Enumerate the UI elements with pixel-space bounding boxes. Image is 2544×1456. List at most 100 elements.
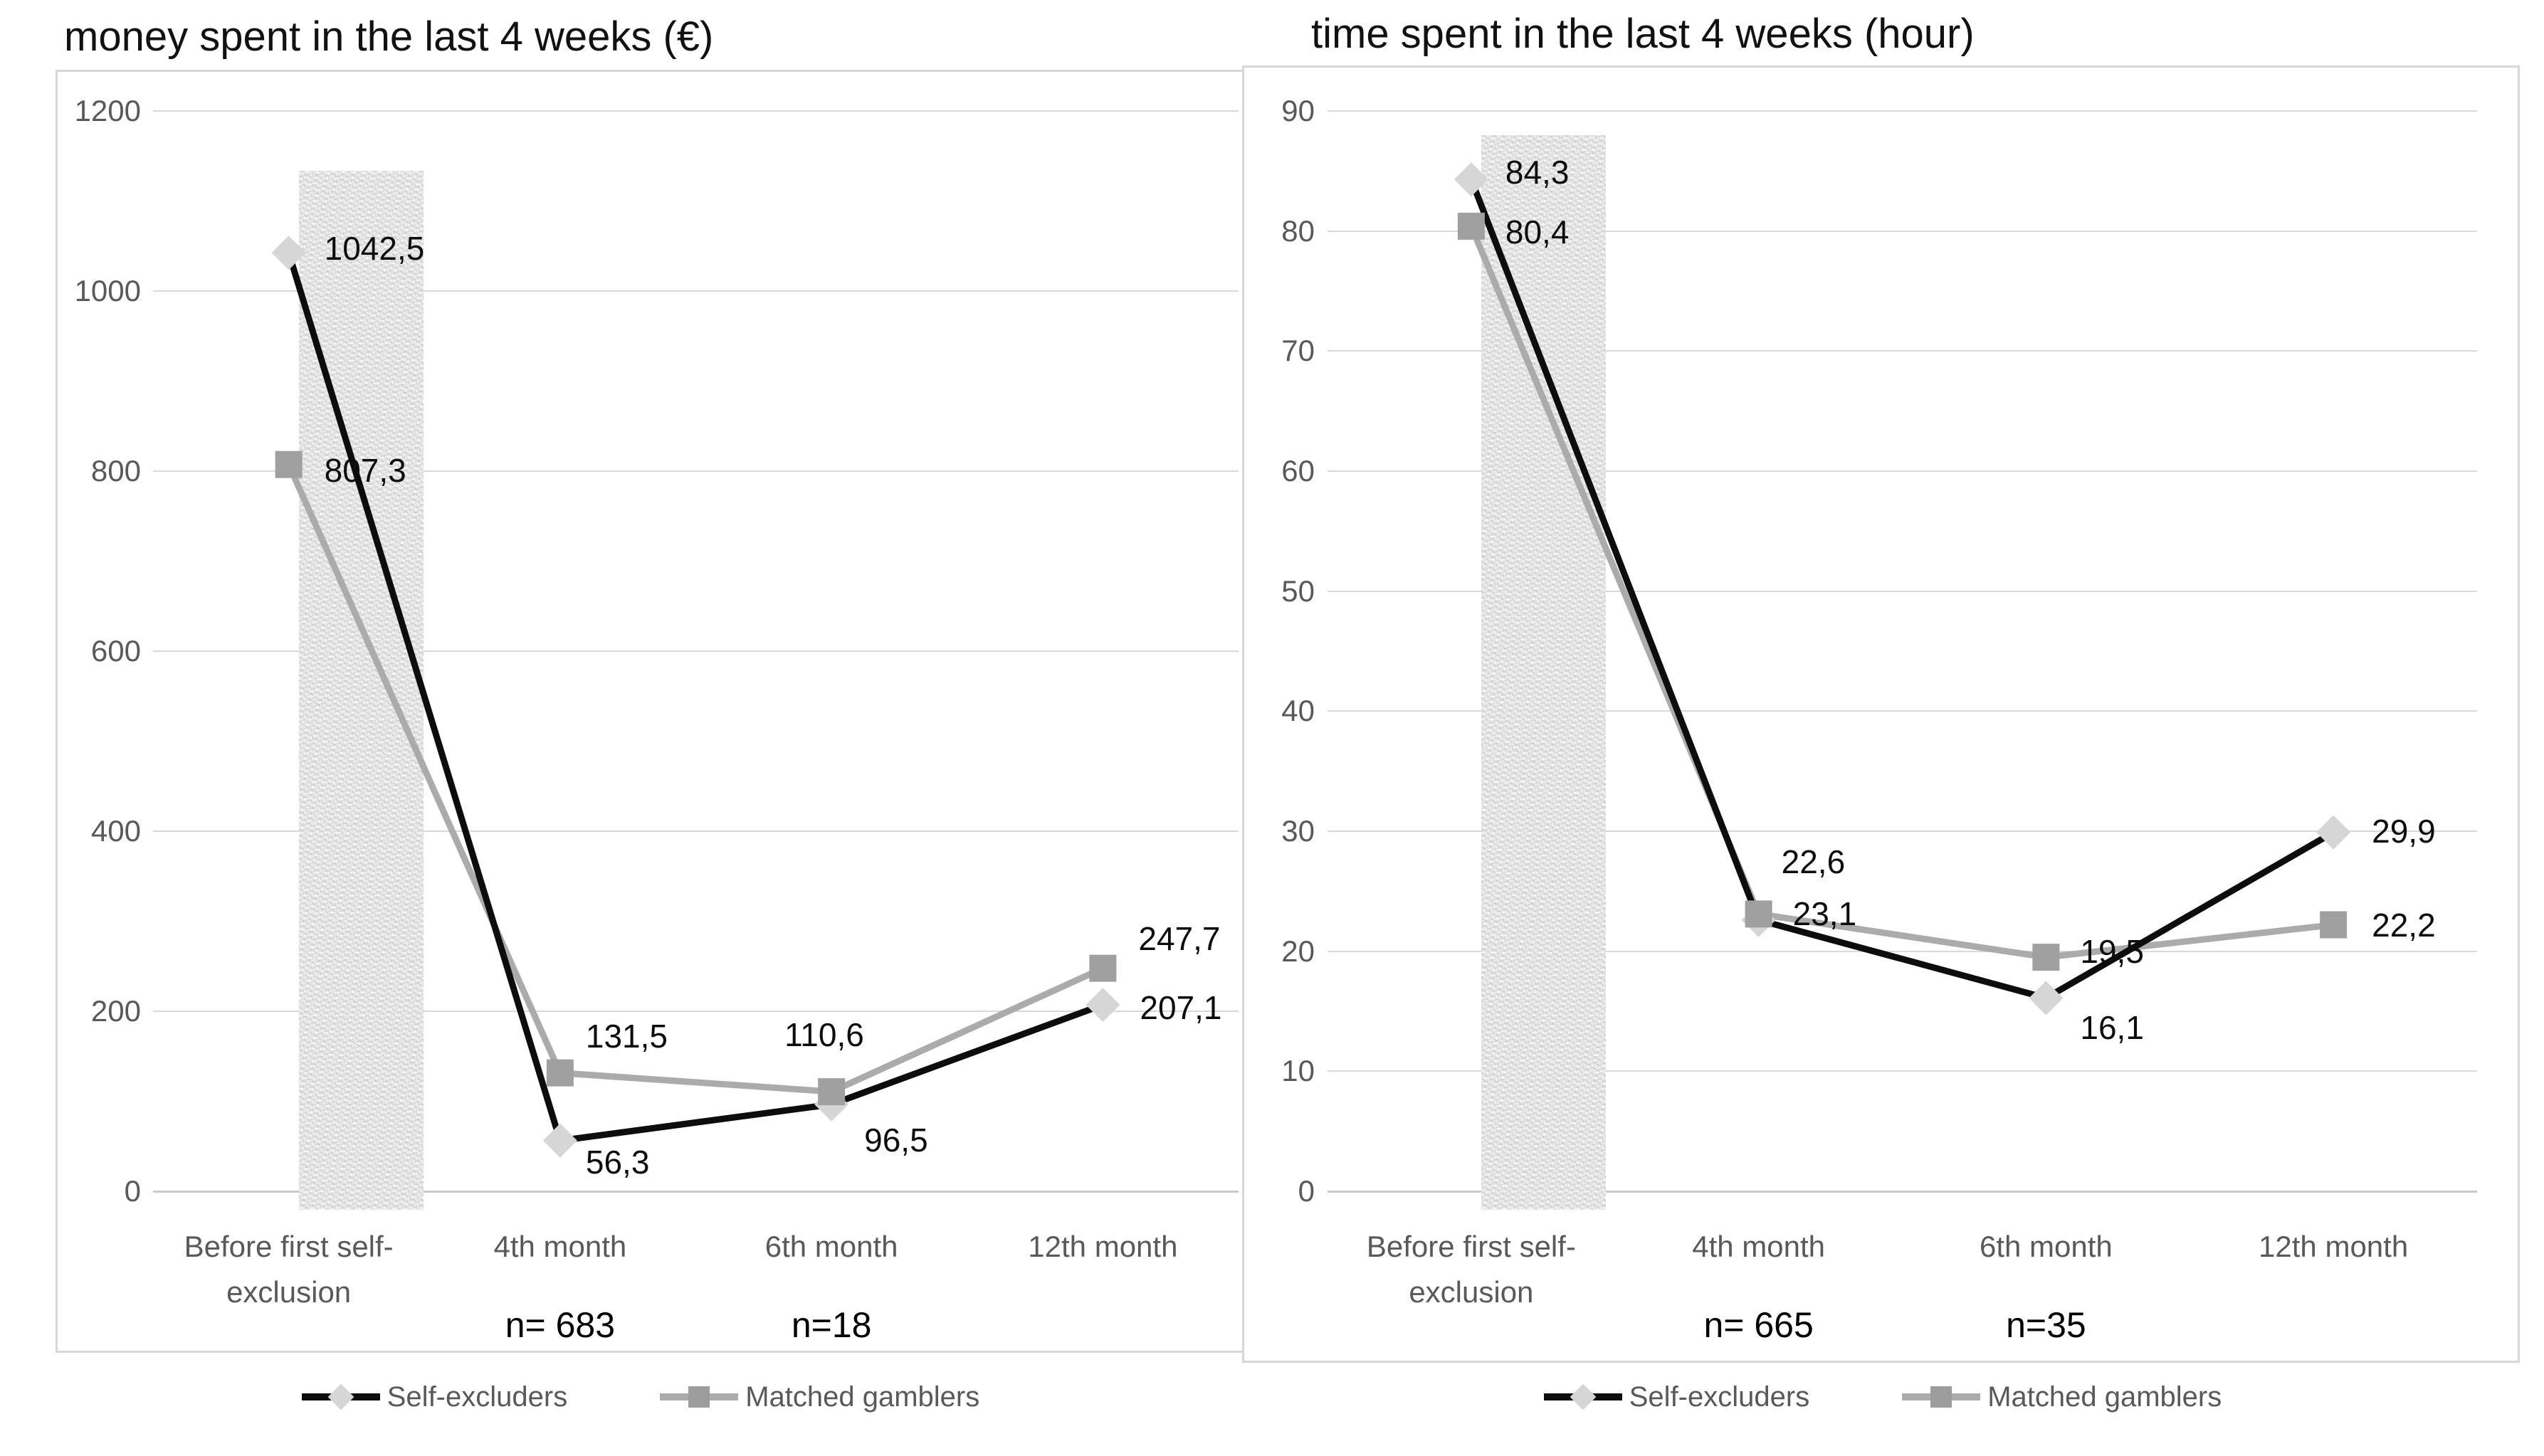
sample-size-annotation: n=18 [791, 1305, 872, 1345]
data-point-label: 131,5 [585, 1017, 668, 1055]
y-axis-tick-label: 1200 [74, 94, 141, 127]
time-chart-title: time spent in the last 4 weeks (hour) [1311, 11, 1975, 57]
diamond-marker-icon [271, 236, 306, 270]
diamond-marker-icon [1454, 162, 1488, 197]
highlight-band [1481, 135, 1606, 1210]
money-chart-legend: Self-excluders Matched gamblers [21, 1372, 1260, 1422]
data-point-label: 22,6 [1781, 843, 1846, 880]
y-axis-tick-label: 30 [1281, 814, 1315, 848]
legend-item-self-excluders: Self-excluders [1543, 1381, 1810, 1413]
y-axis-tick-label: 80 [1281, 213, 1315, 248]
diamond-marker-icon [2029, 981, 2064, 1015]
legend-item-matched-gamblers: Matched gamblers [1902, 1381, 2222, 1413]
y-axis-tick-label: 0 [1298, 1174, 1315, 1208]
data-point-label: 110,6 [784, 1016, 864, 1054]
gridline [153, 830, 1239, 832]
data-point-label: 56,3 [585, 1143, 650, 1181]
diamond-marker-icon [2316, 815, 2351, 850]
square-marker-icon [1089, 954, 1117, 982]
time-chart-panel: time spent in the last 4 weeks (hour) 0 1… [1242, 0, 2523, 1456]
gridline [1328, 230, 2477, 232]
money-chart-frame [56, 70, 1260, 1353]
series-line-self-excluders [285, 251, 1104, 1144]
x-axis-category-label: exclusion [226, 1275, 352, 1309]
square-marker-icon [1930, 1386, 1952, 1408]
time-chart-legend: Self-excluders Matched gamblers [1242, 1372, 2523, 1422]
self-excluders-swatch [301, 1381, 380, 1413]
square-marker-icon [818, 1078, 846, 1106]
y-axis-tick-label: 400 [90, 814, 141, 848]
square-marker-icon [2320, 911, 2348, 939]
gridline [1328, 1070, 2477, 1072]
y-axis-tick-label: 70 [1281, 334, 1315, 368]
gridline [1328, 350, 2477, 352]
legend-item-matched-gamblers: Matched gamblers [660, 1381, 979, 1413]
gridline [153, 290, 1239, 292]
x-axis-category-label: 4th month [1692, 1230, 1826, 1263]
legend-label: Matched gamblers [745, 1381, 980, 1413]
sample-size-annotation: n= 683 [505, 1305, 616, 1345]
gridline [1328, 470, 2477, 472]
square-marker-icon [2032, 944, 2060, 971]
square-marker-icon [688, 1386, 710, 1408]
gridline [1328, 110, 2477, 112]
y-axis-tick-label: 40 [1281, 694, 1315, 728]
sample-size-annotation: n= 665 [1703, 1305, 1814, 1345]
data-point-label: 807,3 [324, 451, 406, 489]
gridline [153, 650, 1239, 652]
diamond-marker-icon [1086, 988, 1120, 1023]
matched-gamblers-swatch [660, 1381, 739, 1413]
data-point-label: 22,2 [2372, 906, 2436, 944]
data-point-label: 207,1 [1140, 989, 1222, 1027]
matched-gamblers-swatch [1902, 1381, 1981, 1413]
legend-label: Self-excluders [1629, 1381, 1810, 1413]
series-line-matched-gamblers [1468, 225, 2334, 961]
y-axis-tick-label: 60 [1281, 454, 1315, 487]
y-axis-tick-label: 800 [90, 454, 141, 487]
x-axis-category-label: 6th month [1979, 1230, 2113, 1263]
x-axis-category-label: 6th month [764, 1230, 898, 1263]
gridline [1328, 590, 2477, 592]
chart-series-svg [271, 236, 1120, 1158]
diamond-marker-icon [327, 1383, 354, 1410]
square-marker-icon [275, 450, 303, 478]
data-point-label: 23,1 [1792, 895, 1857, 933]
y-axis-tick-label: 90 [1281, 94, 1315, 127]
y-axis-tick-label: 0 [124, 1174, 141, 1208]
legend-item-self-excluders: Self-excluders [301, 1381, 568, 1413]
data-point-label: 29,9 [2372, 812, 2436, 850]
gridline [1328, 710, 2477, 712]
y-axis-tick-label: 50 [1281, 574, 1315, 608]
square-marker-icon [546, 1059, 574, 1087]
y-axis-tick-label: 1000 [74, 274, 141, 307]
square-marker-icon [1745, 900, 1772, 928]
data-point-label: 1042,5 [324, 230, 425, 268]
gridline [1328, 950, 2477, 952]
x-axis-category-label: 4th month [493, 1230, 627, 1263]
money-chart-panel: money spent in the last 4 weeks (€) 0 200… [21, 0, 1260, 1456]
y-axis-tick-label: 600 [90, 634, 141, 668]
gridline [153, 470, 1239, 472]
x-axis-category-label: 12th month [2259, 1230, 2409, 1263]
time-chart-frame [1242, 65, 2520, 1363]
data-point-label: 96,5 [864, 1121, 928, 1159]
series-line-self-excluders [1468, 178, 2335, 1002]
x-axis-category-label: exclusion [1409, 1275, 1534, 1309]
y-axis-tick-label: 20 [1281, 934, 1315, 968]
y-axis-tick-label: 10 [1281, 1054, 1315, 1088]
chart-series-svg [1454, 162, 2351, 1015]
data-point-label: 84,3 [1505, 154, 1570, 191]
gridline [153, 1191, 1239, 1193]
legend-label: Matched gamblers [1987, 1381, 2222, 1413]
data-point-label: 80,4 [1505, 213, 1570, 250]
data-point-label: 19,5 [2080, 933, 2144, 971]
square-marker-icon [1457, 212, 1485, 240]
gridline [1328, 830, 2477, 832]
series-line-matched-gamblers [285, 463, 1105, 1095]
data-point-label: 247,7 [1138, 919, 1221, 957]
diamond-marker-icon [1570, 1383, 1597, 1410]
diamond-marker-icon [542, 1123, 577, 1158]
sample-size-annotation: n=35 [2006, 1305, 2086, 1345]
self-excluders-swatch [1543, 1381, 1622, 1413]
legend-label: Self-excluders [387, 1381, 568, 1413]
